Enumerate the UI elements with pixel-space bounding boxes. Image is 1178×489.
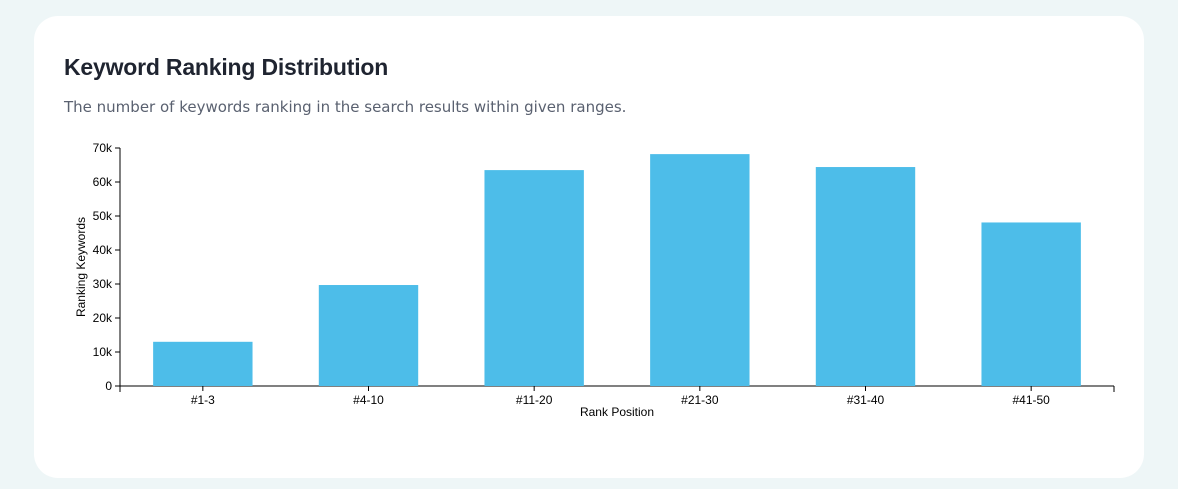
y-tick-label: 70k <box>93 141 113 155</box>
bar-chart: 0 10k 20k 30k 40k 50k 60k 70k #1-3 #4-10 #11-20 #2… <box>74 141 1115 419</box>
bar[interactable] <box>981 222 1081 386</box>
bars-group <box>153 154 1081 386</box>
y-tick-label: 60k <box>93 175 113 189</box>
x-tick-label: #11-20 <box>516 393 553 407</box>
x-tick-label: #4-10 <box>353 393 384 407</box>
bar[interactable] <box>318 285 419 386</box>
bar[interactable] <box>484 170 584 386</box>
bar[interactable] <box>650 154 750 386</box>
y-tick-label: 0 <box>105 379 112 393</box>
x-axis-label: Rank Position <box>580 405 654 419</box>
x-tick-label: #1-3 <box>191 393 215 407</box>
card-subtitle: The number of keywords ranking in the se… <box>64 98 627 116</box>
bar[interactable] <box>815 167 916 386</box>
bar[interactable] <box>153 341 253 386</box>
y-tick-label: 40k <box>93 243 113 257</box>
x-tick-label: #31-40 <box>847 393 885 407</box>
y-tick-label: 50k <box>93 209 113 223</box>
y-axis-label: Ranking Keywords <box>74 217 88 317</box>
x-tick-label: #21-30 <box>681 393 719 407</box>
card-title: Keyword Ranking Distribution <box>64 54 389 80</box>
y-tick-label: 30k <box>93 277 113 291</box>
x-axis: #1-3 #4-10 #11-20 #21-30 #31-40 #41-50 <box>119 385 1115 407</box>
chart-card: Keyword Ranking Distribution The number … <box>34 16 1144 478</box>
y-tick-label: 10k <box>93 345 113 359</box>
y-axis: 0 10k 20k 30k 40k 50k 60k 70k <box>93 141 121 393</box>
x-tick-label: #41-50 <box>1012 393 1050 407</box>
y-tick-label: 20k <box>93 311 113 325</box>
